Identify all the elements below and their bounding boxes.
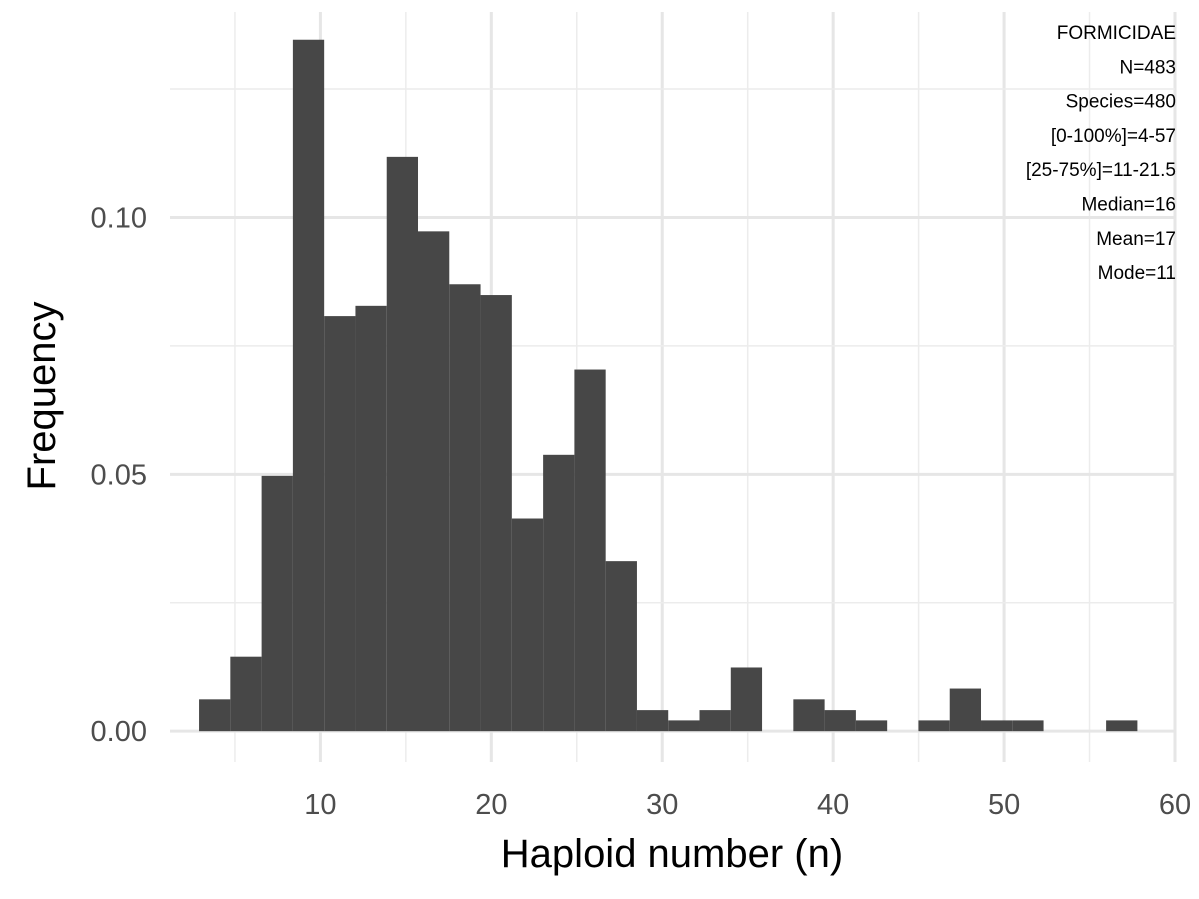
histogram-bar [918, 720, 950, 732]
x-tick-label: 50 [988, 789, 1020, 821]
y-tick-label: 0.05 [91, 459, 147, 491]
histogram-bar [730, 667, 763, 732]
summary-statistics: FORMICIDAE N=483 Species=480 [0-100%]=4-57 [… [1026, 23, 1176, 284]
y-tick-label: 0.10 [91, 202, 147, 234]
histogram-bar [543, 454, 575, 732]
histogram-bar [574, 369, 606, 732]
x-tick-label: 20 [475, 789, 507, 821]
histogram-bar [668, 720, 700, 732]
histogram-bars [199, 39, 1138, 732]
stat-line: [0-100%]=4-57 [1051, 126, 1176, 147]
y-axis-title: Frequency [20, 302, 64, 491]
histogram-bar [636, 710, 669, 732]
y-tick-label: 0.00 [91, 716, 147, 748]
histogram-bar [793, 699, 825, 732]
histogram-bar [949, 688, 982, 732]
histogram-bar [1012, 720, 1044, 732]
x-axis-title: Haploid number (n) [501, 832, 843, 876]
y-axis-ticks: 0.00 0.05 0.10 [91, 202, 147, 748]
histogram-bar [449, 284, 481, 732]
histogram-bar [261, 475, 293, 732]
histogram-bar [480, 295, 512, 732]
x-tick-label: 40 [817, 789, 849, 821]
x-axis-ticks: 10 20 30 40 50 60 [304, 789, 1191, 821]
histogram-bar [981, 720, 1013, 732]
stat-line: [25-75%]=11-21.5 [1026, 160, 1176, 181]
stat-line: Mean=17 [1096, 229, 1176, 250]
histogram-bar [1106, 720, 1138, 732]
stat-line: Species=480 [1066, 92, 1176, 113]
histogram-bar [605, 561, 637, 732]
grid-lines [170, 12, 1177, 762]
histogram-bar [418, 231, 450, 732]
stat-line: FORMICIDAE [1057, 23, 1176, 44]
histogram-bar [292, 39, 325, 732]
histogram-bar [386, 156, 419, 732]
histogram-bar [199, 699, 231, 732]
stat-line: N=483 [1119, 57, 1176, 78]
histogram-bar [699, 710, 731, 732]
histogram-bar [824, 710, 856, 732]
histogram-bar [855, 720, 888, 732]
histogram-bar [511, 518, 544, 732]
stat-line: Median=16 [1081, 195, 1176, 216]
histogram-bar [230, 656, 262, 732]
x-tick-label: 60 [1159, 789, 1191, 821]
x-tick-label: 30 [646, 789, 678, 821]
histogram-bar [324, 316, 356, 732]
histogram-bar [355, 305, 387, 732]
stat-line: Mode=11 [1098, 263, 1176, 284]
x-tick-label: 10 [304, 789, 336, 821]
